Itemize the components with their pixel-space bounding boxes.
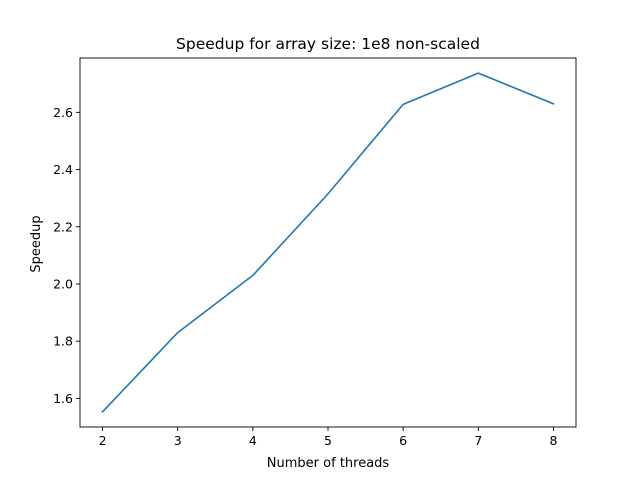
- y-tick-label: 1.6: [53, 391, 73, 406]
- chart-title: Speedup for array size: 1e8 non-scaled: [176, 35, 480, 53]
- x-axis-title: Number of threads: [267, 456, 390, 471]
- x-tick-label: 2: [99, 433, 107, 448]
- y-axis-title: Speedup: [29, 215, 44, 272]
- x-tick-label: 3: [174, 433, 182, 448]
- x-tick-label: 7: [474, 433, 482, 448]
- x-tick-label: 6: [399, 433, 407, 448]
- y-tick-label: 2.0: [53, 276, 73, 291]
- series-line-0: [101, 72, 555, 413]
- y-tick-label: 2.2: [53, 219, 73, 234]
- y-tick-label: 2.4: [53, 162, 73, 177]
- x-tick-label: 5: [324, 433, 332, 448]
- x-tick-label: 4: [249, 433, 257, 448]
- y-tick-label: 1.8: [53, 334, 73, 349]
- x-tick-label: 8: [549, 433, 557, 448]
- y-tick-label: 2.6: [53, 105, 73, 120]
